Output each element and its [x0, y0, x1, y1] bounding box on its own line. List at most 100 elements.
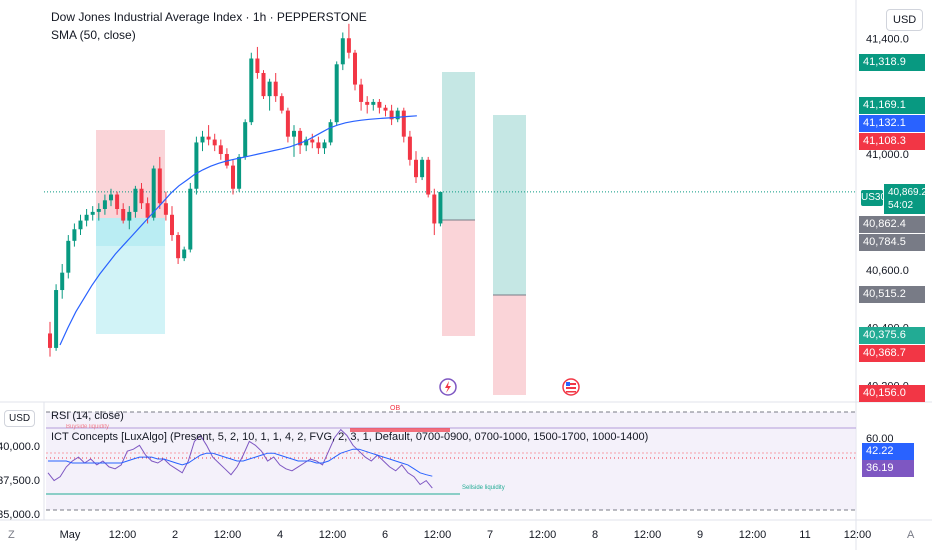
price-badge: 41,169.1 — [859, 97, 925, 115]
candle-body — [163, 203, 168, 215]
price-badge: 40,375.6 — [859, 326, 925, 344]
candle-body — [218, 145, 223, 155]
chart-title[interactable]: Dow Jones Industrial Average Index · 1h … — [51, 10, 367, 24]
price-badge: 40,784.5 — [859, 233, 925, 251]
rsi-badge: 36.19 — [862, 460, 914, 477]
candle-body — [334, 64, 339, 123]
candle-body — [231, 165, 235, 189]
candle-body — [127, 211, 132, 221]
candle-body — [377, 101, 382, 108]
candle-body — [109, 194, 113, 201]
candle-body — [267, 81, 272, 97]
long-position-tool[interactable] — [493, 115, 526, 395]
candle-body — [359, 84, 364, 102]
candle-body — [102, 200, 107, 209]
order-block-zone — [96, 130, 165, 334]
candle-body — [353, 52, 357, 85]
auto-scale-icon[interactable]: A — [907, 529, 915, 541]
candle-body — [121, 209, 126, 221]
time-tick: 12:00 — [109, 529, 137, 541]
sub-left-tick: 35,000.0 — [0, 509, 40, 521]
candle-body — [60, 272, 65, 291]
price-badge: 40,156.0 — [859, 385, 925, 402]
price-badge: 40,368.7 — [859, 344, 925, 362]
candle-body — [304, 139, 309, 146]
candle-body — [206, 136, 211, 140]
candle-body — [182, 249, 187, 259]
candle-body — [414, 159, 418, 178]
candle-body — [84, 214, 89, 221]
currency-button[interactable]: USD — [886, 9, 924, 31]
time-tick: 9 — [697, 529, 703, 541]
candle-body — [261, 72, 266, 97]
candle-body — [170, 214, 174, 236]
timezone-icon[interactable]: Z — [8, 529, 15, 541]
candle-body — [407, 136, 412, 160]
time-tick: 8 — [592, 529, 598, 541]
candle-body — [249, 58, 254, 123]
time-tick: 4 — [277, 529, 283, 541]
candle-body — [212, 139, 217, 146]
price-badge: 41,318.9 — [859, 53, 925, 71]
candle-body — [255, 58, 260, 73]
candle-body — [90, 211, 95, 215]
candle-body — [194, 142, 199, 189]
time-tick: 6 — [382, 529, 388, 541]
candle-body — [389, 110, 394, 120]
sma-line — [59, 115, 417, 346]
ict-indicator-label[interactable]: ICT Concepts [LuxAlgo] (Present, 5, 2, 1… — [51, 431, 649, 443]
price-badge: 40,869.2 54:02 — [884, 183, 927, 214]
time-tick: 11 — [799, 529, 810, 541]
us-flag-icon[interactable] — [562, 378, 580, 396]
time-tick: 12:00 — [529, 529, 557, 541]
time-axis[interactable]: May 12:00 2 12:00 4 12:00 6 12:00 7 12:00 8 12:00 9 1… — [60, 529, 872, 541]
price-tick: 40,600.0 — [866, 265, 909, 277]
rsi-sma-badge: 42.22 — [862, 443, 914, 460]
candle-body — [188, 188, 193, 250]
short-position-tool[interactable] — [442, 72, 475, 336]
lightning-icon[interactable] — [439, 378, 457, 396]
rsi-band — [46, 412, 856, 510]
candle-body — [420, 159, 425, 178]
candle-body — [151, 168, 156, 218]
candle-body — [243, 122, 248, 157]
candle-body — [346, 38, 351, 53]
candle-body — [365, 101, 370, 105]
time-tick: May — [60, 529, 81, 541]
time-tick: 12:00 — [634, 529, 662, 541]
candle-body — [316, 142, 321, 149]
rsi-sma-line — [48, 448, 433, 477]
candle-body — [237, 156, 242, 189]
price-badge: 41,108.3 — [859, 133, 925, 151]
candle-body — [426, 159, 431, 195]
candle-body — [292, 130, 296, 137]
time-tick: 12:00 — [424, 529, 452, 541]
price-badge: 40,515.2 — [859, 286, 925, 304]
price-badge: 41,132.1 — [859, 115, 925, 133]
sub-left-tick: 37,500.0 — [0, 475, 40, 487]
sub-currency-button[interactable]: USD — [4, 410, 36, 427]
candle-body — [200, 136, 205, 143]
candle-body — [66, 240, 71, 273]
candle-body — [298, 130, 303, 146]
candle-body — [72, 229, 77, 241]
time-tick: 12:00 — [214, 529, 242, 541]
buyside-label: Buyside liquidity — [66, 424, 109, 430]
candle-body — [78, 220, 83, 230]
sub-left-tick: 40,000.0 — [0, 441, 40, 453]
candle-body — [176, 235, 181, 259]
candle-body — [145, 203, 150, 218]
time-tick: 7 — [487, 529, 493, 541]
candle-body — [224, 154, 229, 166]
rsi-indicator-label[interactable]: RSI (14, close) — [51, 410, 124, 422]
candle-body — [133, 188, 138, 212]
sma-indicator-label[interactable]: SMA (50, close) — [51, 28, 136, 42]
candle-body — [157, 168, 162, 204]
candle-body — [54, 290, 59, 348]
candle-body — [371, 101, 376, 105]
symbol-tag: US30 — [861, 190, 886, 206]
candle-body — [310, 139, 315, 143]
candle-body — [401, 110, 406, 137]
candle-body — [48, 333, 52, 348]
